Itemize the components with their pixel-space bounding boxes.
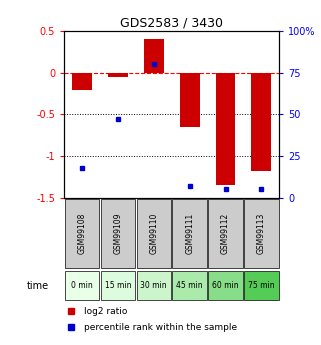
Text: 30 min: 30 min	[141, 281, 167, 290]
Title: GDS2583 / 3430: GDS2583 / 3430	[120, 17, 223, 30]
Bar	[65, 199, 99, 268]
Bar	[251, 73, 271, 171]
Bar	[208, 271, 243, 300]
Bar	[180, 73, 200, 127]
Text: GSM99109: GSM99109	[113, 213, 123, 254]
Bar	[244, 199, 279, 268]
Bar	[108, 73, 128, 77]
Text: percentile rank within the sample: percentile rank within the sample	[83, 323, 237, 332]
Bar	[137, 271, 171, 300]
Text: GSM99110: GSM99110	[149, 213, 158, 254]
Bar	[172, 271, 207, 300]
Text: 45 min: 45 min	[176, 281, 203, 290]
Bar	[101, 199, 135, 268]
Bar	[244, 271, 279, 300]
Bar	[65, 271, 99, 300]
Bar	[216, 73, 235, 185]
Text: GSM99111: GSM99111	[185, 213, 194, 254]
Text: 0 min: 0 min	[71, 281, 93, 290]
Text: 15 min: 15 min	[105, 281, 131, 290]
Text: 60 min: 60 min	[212, 281, 239, 290]
Text: log2 ratio: log2 ratio	[83, 307, 127, 316]
Bar	[172, 199, 207, 268]
Bar	[144, 39, 164, 73]
Bar	[72, 73, 92, 90]
Text: time: time	[27, 280, 49, 290]
Text: 75 min: 75 min	[248, 281, 275, 290]
Text: GSM99112: GSM99112	[221, 213, 230, 254]
Text: GSM99113: GSM99113	[257, 213, 266, 254]
Bar	[137, 199, 171, 268]
Bar	[101, 271, 135, 300]
Text: GSM99108: GSM99108	[78, 213, 87, 254]
Bar	[208, 199, 243, 268]
